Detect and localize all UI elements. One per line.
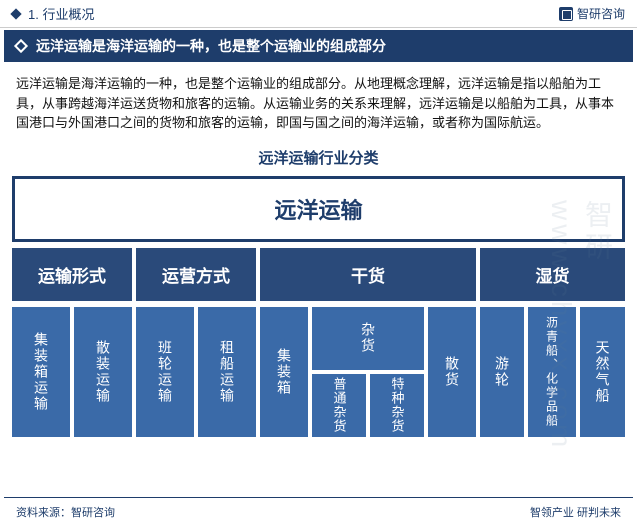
brand-text: 智研咨询 bbox=[577, 5, 625, 22]
footer-source: 资料来源：智研咨询 bbox=[16, 504, 530, 520]
diamond-outline-icon bbox=[14, 39, 28, 53]
leaf-container-transport: 集装箱运输 bbox=[12, 307, 70, 437]
body-paragraph: 远洋运输是海洋运输的一种，也是整个运输业的组成部分。从地理概念理解，远洋运输是指… bbox=[0, 64, 637, 143]
leaf-cruise: 游轮 bbox=[480, 307, 524, 437]
leaf-bulk-cargo: 散货 bbox=[428, 307, 476, 437]
cat-operation-mode: 运营方式 bbox=[136, 248, 256, 301]
subtitle-bar: 远洋运输是海洋运输的一种，也是整个运输业的组成部分 bbox=[4, 30, 633, 62]
root-node: 远洋运输 bbox=[12, 176, 625, 242]
diagram-title: 远洋运输行业分类 bbox=[0, 147, 637, 168]
brand: 智研咨询 bbox=[559, 5, 625, 22]
section-title: 1. 行业概况 bbox=[28, 4, 559, 23]
leaf-container: 集装箱 bbox=[260, 307, 308, 437]
category-row: 运输形式 运营方式 干货 湿货 bbox=[12, 248, 625, 301]
leaf-chemical-ship: 沥青船、化学品船 bbox=[528, 307, 576, 437]
general-cargo-group: 杂货 普通杂货 特种杂货 bbox=[312, 307, 424, 437]
header: 1. 行业概况 智研咨询 bbox=[0, 0, 637, 28]
leaf-ordinary-cargo: 普通杂货 bbox=[312, 374, 366, 437]
general-cargo-subrow: 普通杂货 特种杂货 bbox=[312, 374, 424, 437]
diamond-icon bbox=[10, 8, 21, 19]
leaf-charter-transport: 租船运输 bbox=[198, 307, 256, 437]
subtitle-text: 远洋运输是海洋运输的一种，也是整个运输业的组成部分 bbox=[36, 36, 386, 56]
leaf-gas-ship: 天然气船 bbox=[580, 307, 625, 437]
leaf-row: 集装箱运输 散装运输 班轮运输 租船运输 集装箱 杂货 普通杂货 特种杂货 散货… bbox=[12, 307, 625, 437]
footer-tagline: 智领产业 研判未来 bbox=[530, 504, 621, 520]
cat-dry-cargo: 干货 bbox=[260, 248, 476, 301]
brand-icon bbox=[559, 7, 573, 21]
cat-transport-form: 运输形式 bbox=[12, 248, 132, 301]
leaf-bulk-transport: 散装运输 bbox=[74, 307, 132, 437]
cat-wet-cargo: 湿货 bbox=[480, 248, 625, 301]
footer: 资料来源：智研咨询 智领产业 研判未来 bbox=[4, 497, 633, 526]
leaf-general-cargo: 杂货 bbox=[312, 307, 424, 370]
leaf-liner-transport: 班轮运输 bbox=[136, 307, 194, 437]
leaf-special-cargo: 特种杂货 bbox=[370, 374, 424, 437]
diagram: 远洋运输 运输形式 运营方式 干货 湿货 集装箱运输 散装运输 班轮运输 租船运… bbox=[0, 176, 637, 437]
